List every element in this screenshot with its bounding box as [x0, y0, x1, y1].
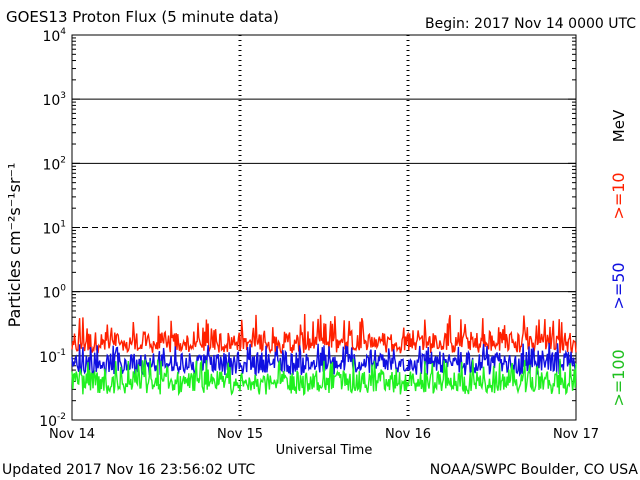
x-tick-labels: Nov 14 Nov 15 Nov 16 Nov 17 — [49, 427, 599, 442]
y-tick-label-1: 103 — [42, 91, 66, 109]
y-tick-label-6: 10-2 — [39, 412, 66, 430]
x-tick-label-0: Nov 14 — [49, 427, 95, 442]
begin-label: Begin: 2017 Nov 14 0000 UTC — [425, 16, 636, 32]
data-source: NOAA/SWPC Boulder, CO USA — [430, 462, 639, 478]
legend: MeV >=10 >=50 >=100 — [609, 109, 628, 407]
day-dividers — [238, 35, 410, 420]
y-tick-label-5: 10-1 — [39, 348, 66, 366]
updated-timestamp: Updated 2017 Nov 16 23:56:02 UTC — [2, 462, 255, 478]
y-tick-label-3: 101 — [42, 220, 66, 238]
y-axis-label: Particles cm⁻²s⁻¹sr⁻¹ — [5, 163, 24, 328]
series-line-1 — [71, 342, 577, 378]
legend-item-50mev: >=50 — [609, 262, 628, 309]
x-tick-label-3: Nov 17 — [553, 427, 599, 442]
chart-title: GOES13 Proton Flux (5 minute data) — [6, 8, 279, 26]
x-tick-label-1: Nov 15 — [217, 427, 263, 442]
legend-item-100mev: >=100 — [609, 349, 628, 406]
y-tick-label-2: 102 — [42, 155, 66, 173]
y-tick-label-4: 100 — [42, 284, 66, 302]
series-line-0 — [71, 313, 577, 355]
gridlines — [72, 98, 576, 357]
y-tick-label-0: 104 — [42, 27, 66, 45]
x-tick-label-2: Nov 16 — [385, 427, 431, 442]
series-lines — [71, 313, 577, 397]
y-tick-labels: 104 103 102 101 100 10-1 10-2 — [39, 27, 66, 430]
x-axis-label: Universal Time — [276, 443, 373, 458]
legend-item-10mev: >=10 — [609, 172, 628, 219]
series-line-2 — [71, 358, 577, 397]
legend-unit: MeV — [610, 109, 628, 142]
